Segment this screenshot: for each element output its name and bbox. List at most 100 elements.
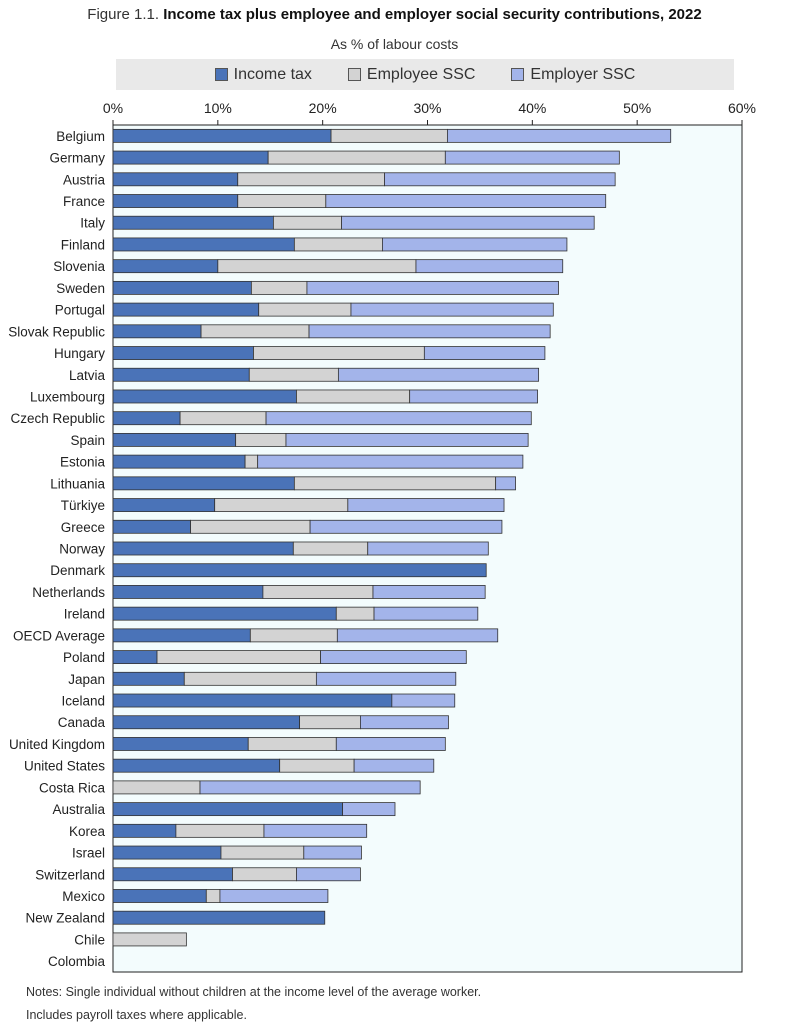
bar-france-income-tax	[112, 194, 239, 208]
bar-hungary-income-tax	[112, 346, 254, 360]
bar-sweden-income-tax	[112, 280, 252, 295]
bar-belgium-income-tax	[112, 128, 332, 143]
bar-korea-income-tax	[112, 823, 177, 838]
legend-item-income-tax: Income tax	[214, 65, 312, 84]
bar-costa-rica-employer-ssc	[199, 780, 421, 795]
figure-title-text: Income tax plus employee and employer so…	[163, 6, 702, 23]
bar-new-zealand-income-tax	[112, 910, 326, 925]
category-label-costa-rica: Costa Rica	[39, 780, 106, 795]
bar-korea-employee-ssc	[175, 823, 265, 838]
bar-germany-employee-ssc	[267, 150, 446, 165]
category-label-oecd-average: OECD Average	[13, 628, 105, 643]
bar-denmark-income-tax	[112, 563, 487, 578]
bar-lithuania-employer-ssc	[495, 476, 516, 491]
bar-spain-employee-ssc	[235, 432, 287, 447]
bar-israel-employer-ssc	[303, 845, 362, 860]
category-label-sweden: Sweden	[56, 281, 105, 296]
bar-norway-income-tax	[112, 541, 294, 556]
bar-oecd-average-income-tax	[112, 628, 251, 643]
bar-japan-employer-ssc	[315, 671, 457, 686]
bar-germany-employer-ssc	[444, 150, 620, 165]
bar-italy-employee-ssc	[272, 215, 342, 230]
bar-greece-employee-ssc	[190, 519, 311, 534]
bar-austria-income-tax	[112, 172, 239, 187]
x-tick-label: 60%	[728, 100, 756, 116]
chart-subtitle: As % of labour costs	[330, 36, 459, 52]
category-label-hungary: Hungary	[54, 346, 105, 361]
bar-norway-employer-ssc	[367, 541, 489, 556]
bar-portugal-employer-ssc	[350, 302, 554, 317]
bar-canada-employer-ssc	[360, 715, 449, 730]
bar-finland-employee-ssc	[293, 237, 383, 252]
bar-luxembourg-employee-ssc	[296, 389, 411, 404]
bar-poland-income-tax	[112, 650, 158, 665]
bar-lithuania-employee-ssc	[293, 476, 497, 491]
bar-france-employer-ssc	[325, 194, 607, 208]
bar-czech-republic-employer-ssc	[265, 411, 532, 426]
legend-swatch-employer-ssc	[511, 68, 525, 81]
bar-spain-employer-ssc	[285, 432, 529, 447]
category-label-australia: Australia	[52, 802, 105, 817]
category-label-turkiye: Türkiye	[61, 498, 105, 513]
bar-mexico-employee-ssc	[205, 889, 221, 903]
bar-slovenia-income-tax	[112, 259, 219, 274]
legend-item-employee-ssc: Employee SSC	[347, 65, 476, 84]
chart-legend: Income tax Employee SSC Employer SSC	[116, 59, 734, 90]
bar-switzerland-income-tax	[112, 867, 233, 882]
x-tick-label: 20%	[309, 100, 337, 116]
bar-greece-income-tax	[112, 519, 191, 534]
bar-france-employee-ssc	[237, 194, 327, 208]
bar-mexico-employer-ssc	[219, 889, 329, 903]
category-label-chile: Chile	[74, 932, 105, 947]
bar-united-kingdom-income-tax	[112, 737, 249, 751]
category-label-poland: Poland	[63, 650, 105, 665]
bar-netherlands-employee-ssc	[262, 585, 374, 599]
bar-australia-employer-ssc	[342, 802, 396, 817]
bar-hungary-employer-ssc	[423, 346, 546, 360]
legend-label-income-tax: Income tax	[233, 65, 312, 83]
category-label-germany: Germany	[49, 151, 105, 166]
bar-iceland-income-tax	[112, 693, 393, 708]
category-label-spain: Spain	[70, 433, 105, 448]
bar-korea-employer-ssc	[263, 823, 368, 838]
stacked-bar-chart: 0% 10% 20% 30% 40% 50% 60% Belgium Germany Austri…	[8, 100, 756, 973]
bar-turkiye-employee-ssc	[214, 498, 349, 512]
bar-united-kingdom-employer-ssc	[335, 737, 446, 751]
bar-germany-income-tax	[112, 150, 269, 165]
bar-slovenia-employee-ssc	[217, 259, 417, 274]
category-label-luxembourg: Luxembourg	[30, 389, 105, 404]
category-label-korea: Korea	[69, 824, 106, 839]
figure-label: Figure 1.1.	[87, 6, 160, 23]
bar-japan-income-tax	[112, 671, 185, 686]
category-label-italy: Italy	[80, 216, 105, 231]
bar-iceland-employer-ssc	[391, 693, 456, 708]
x-tick-label: 40%	[518, 100, 546, 116]
category-label-switzerland: Switzerland	[35, 867, 105, 882]
bar-poland-employer-ssc	[320, 650, 467, 665]
bar-canada-employee-ssc	[299, 715, 361, 730]
bar-czech-republic-employee-ssc	[179, 411, 267, 426]
category-label-colombia: Colombia	[48, 954, 106, 969]
legend-label-employee-ssc: Employee SSC	[366, 65, 476, 83]
legend-swatch-income-tax	[214, 68, 228, 81]
category-label-iceland: Iceland	[61, 694, 105, 709]
bar-switzerland-employee-ssc	[232, 867, 297, 882]
bar-ireland-income-tax	[112, 606, 337, 621]
bar-united-states-employee-ssc	[279, 758, 355, 773]
category-label-israel: Israel	[72, 846, 105, 861]
bar-costa-rica-employee-ssc	[112, 780, 201, 795]
bar-australia-income-tax	[112, 802, 343, 817]
legend-item-employer-ssc: Employer SSC	[511, 66, 635, 84]
figure-title: Figure 1.1. Income tax plus employee and…	[0, 6, 789, 23]
bar-lithuania-income-tax	[112, 476, 295, 491]
bar-turkiye-employer-ssc	[347, 498, 505, 512]
bar-united-states-employer-ssc	[353, 758, 435, 773]
bar-slovak-republic-income-tax	[112, 324, 202, 339]
bar-netherlands-income-tax	[112, 585, 264, 599]
x-tick-label: 30%	[413, 100, 441, 116]
legend-swatch-employee-ssc	[347, 68, 361, 81]
bar-oecd-average-employee-ssc	[249, 628, 338, 643]
bar-belgium-employee-ssc	[330, 128, 448, 143]
bar-chile-employee-ssc	[112, 932, 187, 947]
bar-latvia-income-tax	[112, 367, 250, 382]
